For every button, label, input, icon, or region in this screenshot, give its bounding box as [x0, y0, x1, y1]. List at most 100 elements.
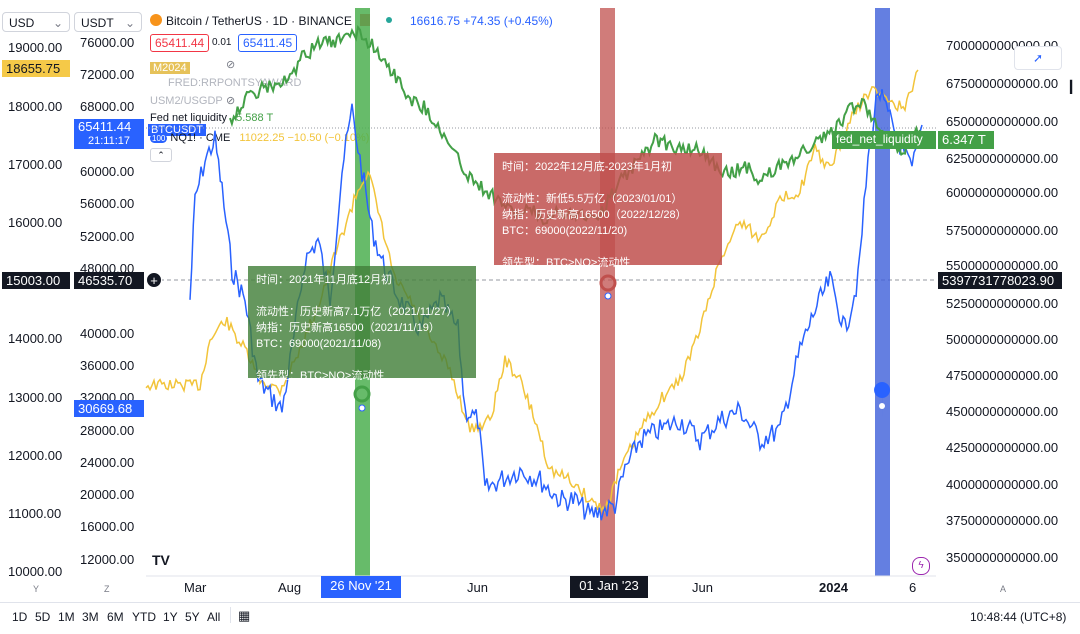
tick-label: 5250000000000.00: [946, 296, 1059, 311]
tick-label: 10000.00: [8, 564, 63, 579]
btc-series-line: [189, 89, 923, 521]
date-highlight-2: 01 Jan '23: [570, 576, 648, 598]
legend-btc[interactable]: BTCUSDT: [148, 124, 206, 136]
currency-select-usd[interactable]: USD ⌄: [2, 12, 70, 32]
tick-label: 20000.00: [80, 487, 135, 502]
tick-label: 16000.00: [80, 519, 135, 534]
timeframe-5y[interactable]: 5Y: [185, 610, 200, 624]
fed-liquidity-value-badge: 6.347 T: [938, 131, 994, 149]
nq-price-badge: 18655.75: [2, 60, 70, 77]
timeframe-all[interactable]: All: [207, 610, 221, 624]
date-highlight-1: 26 Nov '21: [321, 576, 401, 598]
crosshair-badge-left-1: 15003.00: [2, 272, 70, 289]
y-axis-button[interactable]: Y: [33, 584, 40, 594]
timeframe-1d[interactable]: 1D: [12, 610, 28, 624]
annotation-green[interactable]: 时间：2021年11月底12月初 流动性：历史新高7.1万亿（2021/11/2…: [248, 266, 476, 382]
timeframe-1m[interactable]: 1M: [58, 610, 75, 624]
legend-fed: Fed net liquidity 5.588 T: [150, 112, 274, 124]
tick-label: 56000.00: [80, 196, 135, 211]
eye-off-icon[interactable]: ⊘: [226, 59, 236, 71]
timeframe-1y[interactable]: 1Y: [163, 610, 178, 624]
timeframe-ytd[interactable]: YTD: [132, 610, 156, 624]
legend-m2[interactable]: M2024: [150, 62, 190, 74]
crosshair-badge-left-2: 46535.70: [74, 272, 144, 289]
side-panel-edge: ▎: [1070, 80, 1080, 94]
tick-label: 13000.00: [8, 390, 63, 405]
bitcoin-logo-icon: [150, 14, 162, 26]
tick-label: 24000.00: [80, 455, 135, 470]
x-tick-label: Jun: [467, 580, 488, 595]
annotation-red[interactable]: 时间：2022年12月底-2023年1月初 流动性：新低5.5万亿（2023/0…: [494, 153, 722, 269]
x-tick-label: Jun: [692, 580, 713, 595]
timeframe-3m[interactable]: 3M: [82, 610, 99, 624]
price-info: 16616.75 +74.35 (+0.45%): [410, 14, 553, 28]
tick-label: 6750000000000.00: [946, 76, 1059, 91]
tick-label: 4500000000000.00: [946, 404, 1059, 419]
symbol-title[interactable]: Bitcoin / TetherUS · 1D · BINANCE: [166, 14, 352, 28]
tick-label: 4250000000000.00: [946, 440, 1059, 455]
tick-label: 12000.00: [8, 448, 63, 463]
tick-label: 5500000000000.00: [946, 258, 1059, 273]
a-axis-button[interactable]: A: [1000, 584, 1007, 594]
legend-usm2[interactable]: USM2/USGDP: [150, 95, 223, 107]
tick-label: 19000.00: [8, 40, 63, 55]
tick-label: 11000.00: [8, 506, 62, 521]
tick-label: 28000.00: [80, 423, 135, 438]
tick-label: 6000000000000.00: [946, 185, 1059, 200]
cme-icon: 100: [150, 134, 168, 143]
z-axis-button[interactable]: Z: [104, 584, 110, 594]
x-tick-label: 6: [909, 580, 917, 595]
tick-label: 6250000000000.00: [946, 151, 1059, 166]
timeframe-5d[interactable]: 5D: [35, 610, 51, 624]
tick-label: 5750000000000.00: [946, 223, 1059, 238]
tick-label: 76000.00: [80, 35, 135, 50]
flash-icon[interactable]: ϟ: [912, 557, 930, 575]
btc-low-badge: 30669.68: [74, 400, 144, 417]
tick-label: 40000.00: [80, 326, 135, 341]
crosshair-badge-right: 5397731778023.90: [938, 272, 1062, 289]
location-pin-icon: [874, 382, 891, 418]
blue-band: [875, 8, 890, 576]
tick-label: 14000.00: [8, 331, 63, 346]
sell-price[interactable]: 65411.44: [150, 34, 210, 52]
tick-label: 6500000000000.00: [946, 114, 1059, 129]
plus-icon[interactable]: +: [146, 272, 162, 288]
tick-label: 16000.00: [8, 215, 63, 230]
tick-label: 5000000000000.00: [946, 332, 1059, 347]
tick-label: 52000.00: [80, 229, 135, 244]
red-band: [600, 8, 615, 576]
tick-label: 12000.00: [80, 552, 135, 567]
buy-price[interactable]: 65411.45: [238, 34, 298, 52]
fed-liquidity-tag: fed_net_liquidity: [832, 131, 936, 149]
green-marker: [353, 385, 371, 403]
clock[interactable]: 10:48:44 (UTC+8): [970, 610, 1067, 624]
tick-label: 68000.00: [80, 99, 135, 114]
tick-label: 3750000000000.00: [946, 513, 1059, 528]
cursor-icon[interactable]: ➚: [1014, 46, 1062, 70]
eye-off-icon[interactable]: ⊘: [226, 95, 236, 107]
currency-select-usdt[interactable]: USDT ⌄: [74, 12, 142, 32]
timeframe-6m[interactable]: 6M: [107, 610, 124, 624]
green-marker-dot: [358, 404, 366, 412]
tick-label: 60000.00: [80, 164, 135, 179]
collapse-legend-button[interactable]: ⌃: [150, 148, 172, 162]
red-marker-dot: [604, 292, 612, 300]
spread: 0.01: [212, 37, 232, 48]
tick-label: 3500000000000.00: [946, 550, 1059, 565]
chevron-down-icon: ⌄: [52, 16, 63, 30]
red-marker: [599, 274, 617, 292]
tick-label: 72000.00: [80, 67, 135, 82]
x-tick-label: Mar: [184, 580, 207, 595]
chevron-down-icon: ⌄: [124, 16, 135, 30]
btc-price-badge: 65411.44 21:11:17: [74, 119, 144, 149]
market-status-icon: [386, 17, 392, 23]
tick-label: 36000.00: [80, 358, 135, 373]
calendar-icon[interactable]: ▦: [238, 608, 251, 623]
x-tick-label: Aug: [278, 580, 302, 595]
tick-label: 4750000000000.00: [946, 368, 1059, 383]
tick-label: 18000.00: [8, 99, 63, 114]
tick-label: 17000.00: [8, 157, 63, 172]
nq-series-line: [145, 69, 919, 514]
tradingview-logo: TV: [152, 552, 170, 568]
